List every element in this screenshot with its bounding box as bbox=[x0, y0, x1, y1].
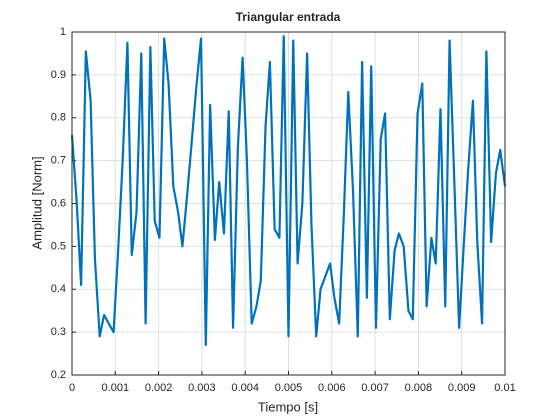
y-tick-label: 1 bbox=[60, 26, 66, 38]
x-tick-label: 0.01 bbox=[494, 382, 515, 394]
y-tick-label: 0.5 bbox=[51, 240, 66, 252]
x-tick-label: 0.009 bbox=[448, 382, 476, 394]
x-tick-label: 0.002 bbox=[145, 382, 173, 394]
axes-box bbox=[71, 31, 506, 376]
y-tick-label: 0.7 bbox=[51, 155, 66, 167]
x-tick-label: 0.004 bbox=[231, 382, 259, 394]
y-tick-label: 0.8 bbox=[51, 112, 66, 124]
y-tick-label: 0.3 bbox=[51, 326, 66, 338]
y-tick-label: 0.9 bbox=[51, 69, 66, 81]
y-tick-label: 0.2 bbox=[51, 369, 66, 381]
x-tick-label: 0.006 bbox=[318, 382, 346, 394]
x-axis-label: Tiempo [s] bbox=[258, 399, 318, 414]
x-tick-label: 0.003 bbox=[188, 382, 216, 394]
x-tick-label: 0.001 bbox=[102, 382, 130, 394]
x-tick-label: 0.008 bbox=[405, 382, 433, 394]
x-tick-label: 0 bbox=[69, 382, 75, 394]
x-tick-label: 0.007 bbox=[361, 382, 389, 394]
y-axis-label: Amplitud [Norm] bbox=[29, 156, 44, 249]
x-tick-label: 0.005 bbox=[275, 382, 303, 394]
y-tick-label: 0.4 bbox=[51, 283, 66, 295]
chart-title: Triangular entrada bbox=[236, 10, 341, 24]
data-line bbox=[70, 35, 507, 347]
y-tick-label: 0.6 bbox=[51, 197, 66, 209]
